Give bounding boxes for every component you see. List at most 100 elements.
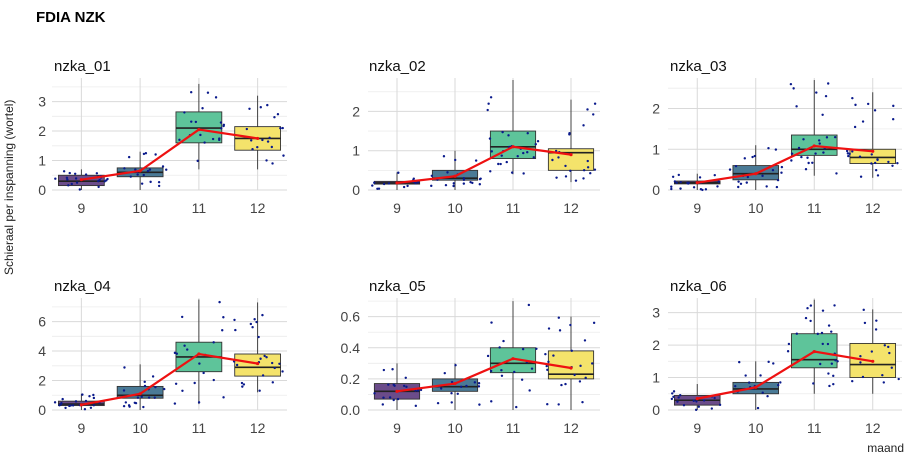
data-point <box>142 173 145 177</box>
data-point <box>789 82 793 86</box>
data-point <box>589 172 592 175</box>
data-point <box>746 175 750 179</box>
data-point <box>382 396 385 399</box>
data-point <box>414 404 418 408</box>
data-point <box>564 164 567 168</box>
data-point <box>779 381 782 384</box>
data-point <box>528 389 531 392</box>
data-point <box>59 403 63 406</box>
data-point <box>759 374 762 377</box>
data-point <box>382 182 386 186</box>
data-point <box>821 113 824 116</box>
data-point <box>404 376 407 379</box>
data-point <box>822 151 825 154</box>
data-point <box>271 381 274 384</box>
y-tick-label: 0 <box>38 182 46 198</box>
data-point <box>261 138 264 142</box>
data-point <box>520 378 524 381</box>
data-point <box>276 112 280 116</box>
data-point <box>672 395 675 399</box>
data-point <box>190 91 193 94</box>
trend-point <box>695 181 699 185</box>
data-point <box>569 323 572 327</box>
x-tick-label: 9 <box>693 200 701 216</box>
data-point <box>175 352 179 355</box>
data-point <box>190 120 193 123</box>
data-point <box>149 180 152 184</box>
data-point <box>450 380 454 384</box>
data-point <box>499 162 502 166</box>
data-point <box>240 381 244 385</box>
data-point <box>489 369 493 373</box>
panel-nzka_05: 0.0 0.2 0.4 0.6 9 10 11 12 nzka_05 <box>341 278 600 436</box>
trend-point <box>695 397 699 401</box>
data-point <box>241 385 244 388</box>
data-point <box>498 346 501 349</box>
data-point <box>406 184 409 188</box>
data-point <box>547 327 551 330</box>
data-point <box>281 370 284 373</box>
trend-point <box>256 361 260 366</box>
data-point <box>443 371 446 375</box>
trend-point <box>871 359 875 363</box>
trend-point <box>256 136 260 141</box>
data-point <box>679 180 682 184</box>
data-point <box>416 181 420 184</box>
data-point <box>777 383 780 387</box>
data-point <box>797 146 801 150</box>
data-point <box>486 354 490 358</box>
data-point <box>582 177 585 180</box>
data-point <box>214 96 218 99</box>
data-point <box>776 178 780 182</box>
data-point <box>544 352 547 356</box>
data-point <box>453 158 457 162</box>
data-point <box>165 168 168 171</box>
data-point <box>555 176 558 179</box>
data-point <box>245 127 249 131</box>
data-point <box>89 406 93 410</box>
trend-point <box>812 144 816 148</box>
data-point <box>557 156 560 159</box>
data-point <box>414 182 417 185</box>
data-point <box>128 405 131 408</box>
data-point <box>830 362 834 365</box>
data-point <box>127 155 131 159</box>
data-point <box>500 369 503 372</box>
data-point <box>564 382 567 386</box>
x-tick-label: 10 <box>447 420 463 436</box>
data-point <box>790 152 794 155</box>
data-point <box>743 157 746 160</box>
data-point <box>373 392 376 395</box>
data-point <box>218 300 221 304</box>
data-point <box>847 154 850 158</box>
panel-title: nzka_03 <box>670 58 727 75</box>
data-point <box>802 138 805 141</box>
data-point <box>592 321 596 325</box>
data-point <box>830 330 833 333</box>
data-point <box>818 142 821 145</box>
data-point <box>123 366 126 369</box>
data-point <box>391 368 394 371</box>
data-point <box>83 408 87 411</box>
data-point <box>881 373 884 377</box>
data-point <box>416 389 420 392</box>
data-point <box>816 332 819 336</box>
data-point <box>883 344 887 347</box>
data-point <box>826 82 830 85</box>
data-point <box>767 360 770 364</box>
data-point <box>197 401 201 404</box>
data-point <box>771 168 775 172</box>
data-point <box>704 188 708 191</box>
data-point <box>479 177 482 180</box>
data-point <box>728 168 732 171</box>
data-point <box>695 400 698 403</box>
data-point <box>489 96 493 99</box>
data-point <box>853 125 857 129</box>
data-point <box>193 381 196 385</box>
data-point <box>199 133 202 137</box>
data-point <box>88 395 91 398</box>
data-point <box>874 168 878 172</box>
data-point <box>266 140 270 143</box>
data-point <box>679 187 682 190</box>
